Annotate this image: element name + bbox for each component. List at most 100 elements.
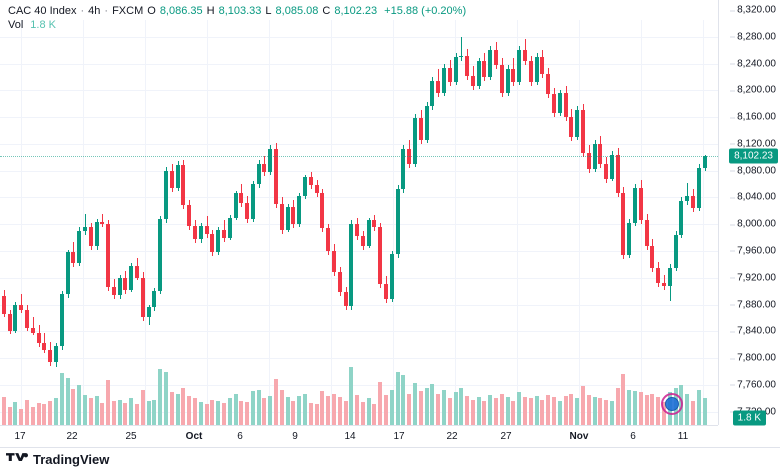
volume-bar <box>228 398 232 425</box>
candle-body <box>187 205 191 226</box>
symbol-name[interactable]: CAC 40 Index <box>8 5 77 17</box>
candle-body <box>465 55 469 76</box>
volume-bar <box>662 402 666 425</box>
exchange-label[interactable]: FXCM <box>112 5 144 17</box>
volume-bar <box>83 394 87 425</box>
time-tick-12: 11 <box>677 431 689 442</box>
price-tick-0: 8,320.00 <box>730 5 776 16</box>
volume-bar <box>210 399 214 425</box>
volume-bar <box>152 399 156 425</box>
candle-body <box>419 118 423 140</box>
candle-body <box>662 283 666 286</box>
volume-bar <box>448 398 452 425</box>
candle-body <box>106 224 110 288</box>
candle-body <box>268 149 272 172</box>
low-label: L <box>265 5 272 17</box>
volume-bar <box>239 400 243 425</box>
candle-body <box>216 229 220 253</box>
price-tick-dash <box>730 143 736 145</box>
grid-line-vertical-4 <box>269 20 270 425</box>
time-tick-9: 27 <box>500 431 512 442</box>
candle-body <box>228 217 232 238</box>
grid-line-vertical-2 <box>145 20 146 425</box>
volume-bar <box>471 399 475 425</box>
time-tick-7: 17 <box>393 431 405 442</box>
candle-body <box>517 50 521 83</box>
volume-badge[interactable]: 1.8 K <box>732 410 766 426</box>
candle-body <box>494 50 498 65</box>
volume-bar <box>48 400 52 425</box>
volume-bar <box>604 399 608 425</box>
candle-body <box>540 56 544 75</box>
grid-line-horizontal-6 <box>0 170 718 172</box>
candle-body <box>703 155 707 168</box>
price-tick-11: 7,880.00 <box>730 299 776 310</box>
legend-symbol-row[interactable]: CAC 40 Index · 4h · FXCM O 8,086.35 H 8,10… <box>8 4 466 18</box>
price-tick-dash <box>730 250 736 252</box>
candle-body <box>164 170 168 219</box>
candle-body <box>697 167 701 209</box>
volume-bar <box>396 371 400 425</box>
volume-bar <box>245 402 249 425</box>
volume-bar <box>54 398 58 425</box>
low-value: 8,085.08 <box>275 5 319 17</box>
interval-label[interactable]: 4h <box>88 5 101 17</box>
candle-body <box>129 265 133 290</box>
time-tick-3: Oct <box>185 431 203 442</box>
candle-wick <box>85 213 86 235</box>
volume-bar <box>668 392 672 425</box>
open-label: O <box>147 5 156 17</box>
candle-body <box>656 268 660 284</box>
candle-body <box>511 68 515 83</box>
candle-body <box>604 163 608 179</box>
volume-bar <box>679 385 683 425</box>
current-price-badge[interactable]: 8,102.23 <box>729 148 778 164</box>
price-tick-dash <box>730 197 736 199</box>
grid-line-horizontal-1 <box>0 36 718 38</box>
grid-line-horizontal-8 <box>0 224 718 226</box>
candle-body <box>303 177 307 197</box>
volume-bar <box>616 387 620 425</box>
candle-body <box>535 56 539 83</box>
volume-bar <box>390 389 394 425</box>
candle-wick <box>687 182 688 206</box>
volume-bar <box>645 394 649 425</box>
time-tick-1: 22 <box>66 431 78 442</box>
candle-body <box>54 346 58 363</box>
candle-body <box>621 193 625 255</box>
candle-body <box>8 313 12 331</box>
legend-separator-2: · <box>104 5 109 17</box>
candle-body <box>262 163 266 172</box>
volume-bar <box>535 396 539 425</box>
tradingview-logo[interactable]: TradingView <box>6 452 109 467</box>
volume-bar <box>413 382 417 425</box>
price-tick-dash <box>730 63 736 65</box>
candle-body <box>482 60 486 77</box>
price-tick-dash <box>730 358 736 360</box>
volume-bar <box>291 400 295 425</box>
volume-bar <box>691 400 695 425</box>
price-tick-dash <box>730 277 736 279</box>
candle-body <box>558 93 562 114</box>
candle-body <box>234 193 238 218</box>
volume-bar <box>147 400 151 425</box>
time-scale[interactable]: 17 22 25 Oct 6 9 14 17 22 27 Nov 6 11 <box>0 425 718 447</box>
volume-bar <box>262 398 266 425</box>
price-scale[interactable]: 8,320.00 8,280.00 8,240.00 8,200.00 8,160.00… <box>718 0 780 426</box>
candle-body <box>633 188 637 223</box>
volume-bar <box>164 371 168 425</box>
candle-body <box>83 226 87 231</box>
volume-bar <box>581 386 585 425</box>
candle-body <box>442 67 446 94</box>
volume-bar <box>349 367 353 425</box>
volume-bar <box>274 379 278 425</box>
candle-body <box>569 117 573 138</box>
candle-body <box>355 224 359 237</box>
volume-bar <box>529 398 533 425</box>
chart-plot-area[interactable] <box>0 20 718 425</box>
volume-bar <box>552 397 556 425</box>
volume-bar <box>384 394 388 425</box>
tradingview-mark-icon <box>6 453 28 462</box>
grid-line-horizontal-12 <box>0 331 718 333</box>
candle-body <box>500 64 504 94</box>
